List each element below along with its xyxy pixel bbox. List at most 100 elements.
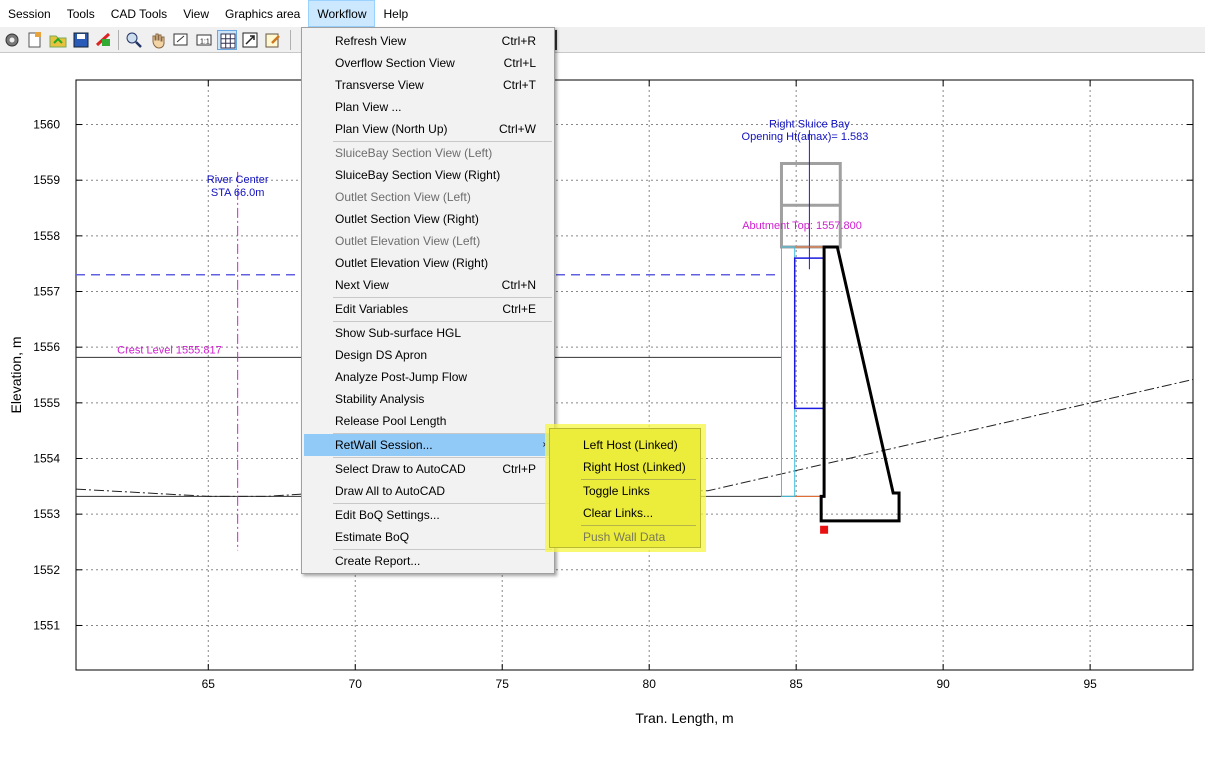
menu-item-shortcut: Ctrl+L	[503, 56, 536, 70]
menu-item-retwall-session[interactable]: RetWall Session... ›	[304, 434, 552, 456]
menu-item-label: Design DS Apron	[335, 348, 428, 362]
menu-item-outlet-section-view-left[interactable]: Outlet Section View (Left)	[304, 186, 552, 208]
menu-item-plan-view[interactable]: Plan View ...	[304, 96, 552, 118]
menu-item-estimate-boq[interactable]: Estimate BoQ	[304, 526, 552, 548]
clear-button[interactable]	[94, 30, 114, 50]
menu-graphics-area[interactable]: Graphics area	[224, 6, 301, 21]
open-folder-button[interactable]	[48, 30, 68, 50]
save-button[interactable]	[71, 30, 91, 50]
graphics-area[interactable]: 65 70 75 80 85 90 95 1551 1552 1553 1554 1555 1556 15…	[0, 53, 1205, 778]
menu-item-draw-all-to-autocad[interactable]: Draw All to AutoCAD	[304, 480, 552, 502]
menu-tools[interactable]: Tools	[66, 6, 95, 21]
menu-item-outlet-section-view-right[interactable]: Outlet Section View (Right)	[304, 208, 552, 230]
submenu-item-label: Push Wall Data	[583, 530, 666, 544]
menu-separator	[333, 549, 552, 550]
gear-button[interactable]	[2, 30, 22, 50]
y-tick-label: 1556	[33, 340, 60, 354]
submenu-item-label: Clear Links...	[583, 506, 654, 520]
menu-item-transverse-view[interactable]: Transverse View Ctrl+T	[304, 74, 552, 96]
menu-item-label: Stability Analysis	[335, 392, 425, 406]
menu-item-edit-boq-settings[interactable]: Edit BoQ Settings...	[304, 504, 552, 526]
edit-button[interactable]	[263, 30, 283, 50]
menu-view[interactable]: View	[183, 6, 209, 21]
submenu-item-right-host-linked[interactable]: Right Host (Linked)	[552, 456, 698, 478]
retwall-submenu: Left Host (Linked) Right Host (Linked) Tog…	[549, 428, 701, 548]
toolbar: 1:1	[0, 27, 1205, 53]
menu-item-create-report[interactable]: Create Report...	[304, 550, 552, 572]
menu-item-label: SluiceBay Section View (Right)	[335, 168, 501, 182]
submenu-separator	[581, 525, 696, 526]
menu-item-analyze-post-jump-flow[interactable]: Analyze Post-Jump Flow	[304, 366, 552, 388]
zoom-extents-button[interactable]	[171, 30, 191, 50]
toolbar-divider	[555, 30, 557, 50]
menu-item-shortcut: Ctrl+R	[501, 34, 536, 48]
menu-item-next-view[interactable]: Next View Ctrl+N	[304, 274, 552, 296]
y-tick-label: 1554	[33, 451, 60, 465]
expand-button[interactable]	[240, 30, 260, 50]
elevation-chart[interactable]: 65 70 75 80 85 90 95 1551 1552 1553 1554 1555 1556 15…	[0, 53, 1205, 778]
menu-item-refresh-view[interactable]: Refresh View Ctrl+R	[304, 30, 552, 52]
y-tick-label: 1552	[33, 563, 60, 577]
x-tick-label: 80	[643, 677, 657, 691]
menu-item-label: Outlet Section View (Right)	[335, 212, 479, 226]
menu-item-shortcut: Ctrl+N	[501, 278, 536, 292]
menu-item-label: Draw All to AutoCAD	[335, 484, 446, 498]
menu-item-shortcut: Ctrl+T	[503, 78, 536, 92]
new-file-button[interactable]	[25, 30, 45, 50]
x-tick-label: 70	[349, 677, 363, 691]
menu-item-sluicebay-section-view-right[interactable]: SluiceBay Section View (Right)	[304, 164, 552, 186]
menu-workflow[interactable]: Workflow	[308, 0, 376, 27]
river-center-label: River Center	[207, 174, 269, 186]
menu-item-sluicebay-section-view-left[interactable]: SluiceBay Section View (Left)	[304, 142, 552, 164]
menu-item-label: Outlet Elevation View (Left)	[335, 234, 481, 248]
menu-item-design-ds-apron[interactable]: Design DS Apron	[304, 344, 552, 366]
menu-item-label: Edit BoQ Settings...	[335, 508, 440, 522]
new-file-icon	[28, 32, 41, 48]
submenu-item-label: Left Host (Linked)	[583, 438, 678, 452]
x-tick-label: 65	[202, 677, 216, 691]
submenu-item-toggle-links[interactable]: Toggle Links	[552, 480, 698, 502]
grid-button[interactable]	[217, 30, 237, 50]
x-tick-label: 90	[936, 677, 950, 691]
menu-item-label: RetWall Session...	[335, 438, 433, 452]
y-tick-label: 1559	[33, 173, 60, 187]
menu-item-label: Estimate BoQ	[335, 530, 410, 544]
menu-session[interactable]: Session	[8, 6, 51, 21]
menu-item-outlet-elevation-view-right[interactable]: Outlet Elevation View (Right)	[304, 252, 552, 274]
menu-separator	[333, 433, 552, 434]
submenu-item-push-wall-data[interactable]: Push Wall Data	[552, 526, 698, 548]
submenu-item-left-host-linked[interactable]: Left Host (Linked)	[552, 434, 698, 456]
menu-help[interactable]: Help	[383, 6, 409, 21]
reference-point-marker	[820, 525, 829, 534]
menu-separator	[333, 297, 552, 298]
menu-item-overflow-section-view[interactable]: Overflow Section View Ctrl+L	[304, 52, 552, 74]
menu-item-select-draw-to-autocad[interactable]: Select Draw to AutoCAD Ctrl+P	[304, 458, 552, 480]
scale-1-1-button[interactable]: 1:1	[194, 30, 214, 50]
menu-item-show-sub-surface-hgl[interactable]: Show Sub-surface HGL	[304, 322, 552, 344]
river-center-sta-label: STA 66.0m	[211, 187, 265, 199]
crest-level-label: Crest Level 1555.817	[117, 344, 222, 356]
clear-icon	[95, 32, 111, 47]
menu-cad-tools[interactable]: CAD Tools	[110, 6, 168, 21]
submenu-item-clear-links[interactable]: Clear Links...	[552, 502, 698, 524]
menu-item-release-pool-length[interactable]: Release Pool Length	[304, 410, 552, 432]
menu-item-shortcut: Ctrl+W	[499, 122, 536, 136]
pan-hand-button[interactable]	[148, 30, 168, 50]
retaining-wall-outline	[819, 245, 901, 523]
y-tick-label: 1553	[33, 507, 60, 521]
menu-item-label: Analyze Post-Jump Flow	[335, 370, 468, 384]
x-axis-label: Tran. Length, m	[635, 710, 733, 726]
gear-icon	[5, 33, 19, 47]
menu-item-edit-variables[interactable]: Edit Variables Ctrl+E	[304, 298, 552, 320]
x-tick-label: 85	[789, 677, 803, 691]
menu-item-label: Next View	[335, 278, 389, 292]
open-folder-icon	[49, 35, 67, 48]
menu-item-label: Plan View ...	[335, 100, 402, 114]
zoom-button[interactable]	[124, 30, 144, 50]
menu-bar: Session Tools CAD Tools View Graphics area Wo…	[0, 0, 1205, 27]
menu-item-plan-view-north-up[interactable]: Plan View (North Up) Ctrl+W	[304, 118, 552, 140]
menu-item-stability-analysis[interactable]: Stability Analysis	[304, 388, 552, 410]
menu-item-label: Show Sub-surface HGL	[335, 326, 462, 340]
menu-item-outlet-elevation-view-left[interactable]: Outlet Elevation View (Left)	[304, 230, 552, 252]
menu-item-label: Overflow Section View	[335, 56, 455, 70]
